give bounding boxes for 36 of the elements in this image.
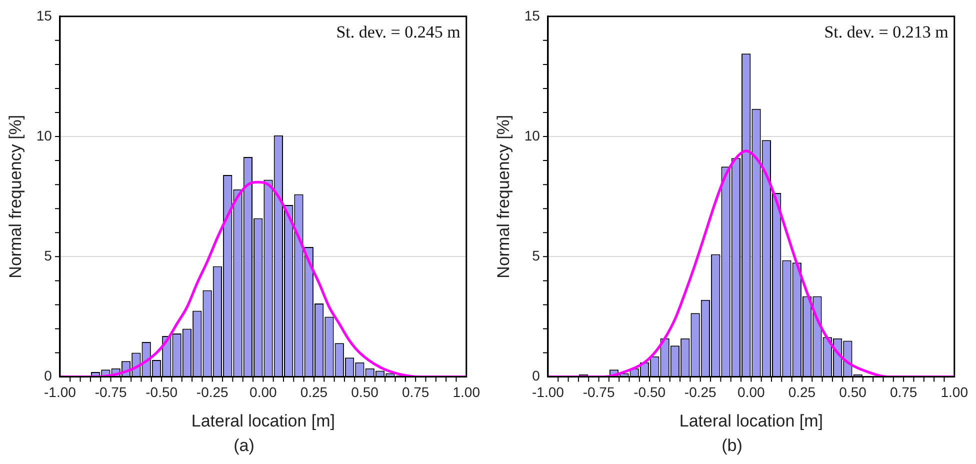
y-tick-label: 15 — [524, 7, 540, 24]
x-tick-label: 0.75 — [402, 384, 430, 400]
y-tick-label: 15 — [36, 7, 52, 24]
x-tick-label: 0.50 — [351, 384, 379, 400]
x-tick-label: -0.50 — [146, 384, 178, 400]
annotation: St. dev. = 0.213 m — [824, 22, 948, 42]
annotation: St. dev. = 0.245 m — [336, 22, 460, 42]
x-tick-label: 1.00 — [452, 384, 480, 400]
x-tick-label: 1.00 — [940, 384, 968, 400]
line-series — [548, 150, 954, 377]
text: (a) — [232, 436, 256, 456]
x-tick-label: -1.00 — [532, 384, 564, 400]
x-tick-label: 0.00 — [738, 384, 766, 400]
x-tick-label: 0.50 — [839, 384, 867, 400]
y-tick-label: 5 — [44, 248, 52, 264]
x-axis-title: Lateral location [m] — [191, 411, 335, 430]
y-axis-title: Normal frequency [%] — [494, 114, 513, 278]
x-tick-label: 0.75 — [890, 384, 918, 400]
x-tick-label: 0.00 — [250, 384, 278, 400]
x-axis-title: Lateral location [m] — [679, 411, 823, 430]
x-tick-label: -1.00 — [44, 384, 76, 400]
y-tick-label: 10 — [36, 127, 52, 144]
y-axis-title: Normal frequency [%] — [6, 114, 25, 278]
x-tick-label: -0.75 — [582, 384, 615, 400]
x-tick-label: -0.50 — [634, 384, 666, 400]
y-tick-label: 10 — [524, 127, 540, 144]
x-tick-label: 0.25 — [788, 384, 816, 400]
x-tick-label: -0.75 — [94, 384, 127, 400]
text: (b) — [720, 436, 744, 456]
x-tick-label: 0.25 — [300, 384, 328, 400]
x-tick-label: -0.25 — [684, 384, 717, 400]
y-tick-label: 0 — [44, 368, 52, 384]
x-tick-label: -0.25 — [196, 384, 229, 400]
y-tick-label: 5 — [532, 248, 540, 264]
y-tick-label: 0 — [532, 368, 540, 384]
line-series — [60, 180, 466, 377]
